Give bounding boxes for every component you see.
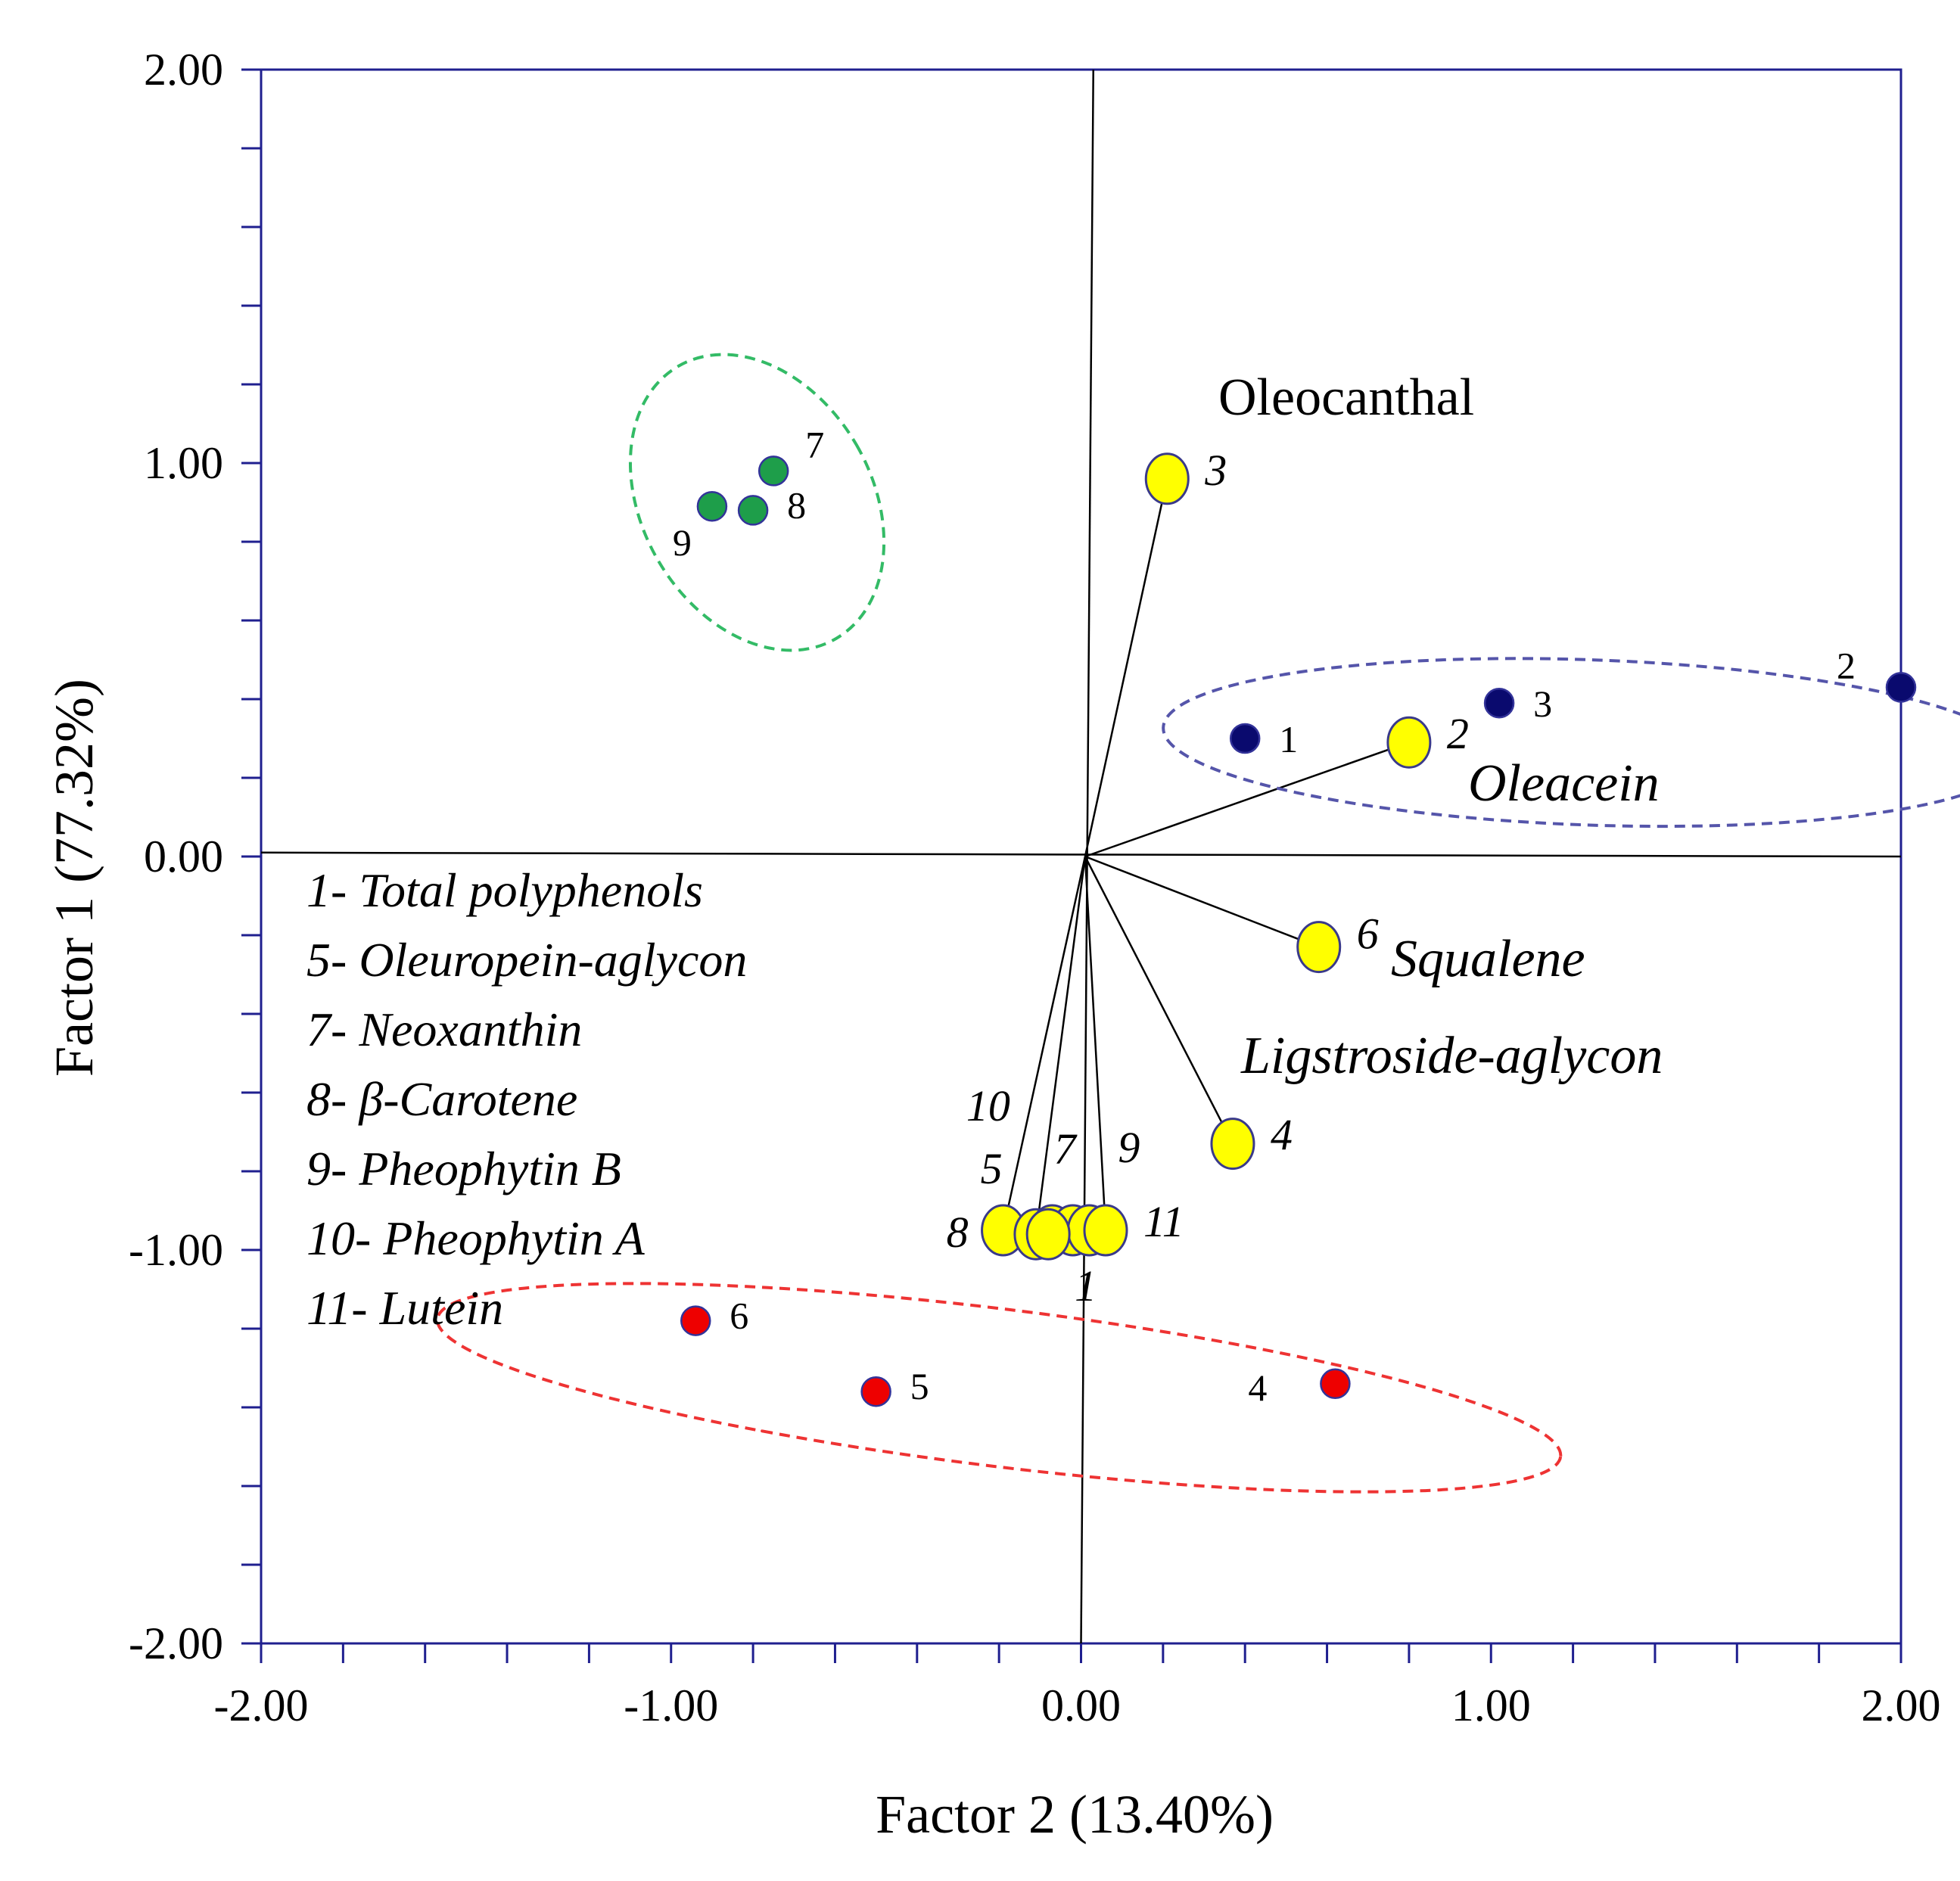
y-axis-title: Factor 1 (77.32%) xyxy=(44,679,104,1077)
variable-point-11 xyxy=(1083,1204,1128,1257)
group-ellipses xyxy=(435,353,1960,1494)
variable-point-label: 11 xyxy=(1143,1197,1184,1246)
legend-item: 9- Pheophytin B xyxy=(306,1142,621,1195)
x-tick-label: -2.00 xyxy=(214,1680,309,1730)
loading-vector xyxy=(1084,478,1168,857)
group-green-point-label: 9 xyxy=(673,521,692,564)
group-red-point-label: 4 xyxy=(1248,1366,1267,1409)
group-red-ellipse xyxy=(435,1282,1563,1494)
group-red-point-label: 5 xyxy=(910,1365,929,1407)
variable-point-3 xyxy=(1144,452,1190,505)
group-green-point-label: 7 xyxy=(805,423,824,465)
group-blue-point-2 xyxy=(1885,672,1917,703)
variable-point-label: 7 xyxy=(1054,1124,1078,1174)
loading-vector xyxy=(1084,855,1320,948)
group-blue-ellipse xyxy=(1162,657,1960,829)
variable-point-label: 3 xyxy=(1204,446,1227,495)
x-tick-label: -1.00 xyxy=(624,1680,718,1730)
legend-item: 10- Pheophytin A xyxy=(306,1211,646,1265)
data-points xyxy=(680,452,1917,1407)
legend-item: 7- Neoxanthin xyxy=(306,1003,582,1056)
legend: 1- Total polyphenols 5- Oleuropein-aglyc… xyxy=(306,863,747,1335)
x-tick-label: 2.00 xyxy=(1862,1680,1941,1730)
group-blue-point-1 xyxy=(1229,723,1261,754)
group-blue-point-label: 2 xyxy=(1837,644,1856,686)
variable-point-label: 2 xyxy=(1447,709,1469,758)
loading-vector xyxy=(1002,856,1087,1231)
variable-point-2 xyxy=(1386,716,1432,769)
group-green-point-8 xyxy=(737,495,769,526)
loading-vectors xyxy=(1002,478,1410,1235)
y-tick-label: 1.00 xyxy=(144,438,223,488)
group-red-point-label: 6 xyxy=(730,1295,748,1337)
group-blue-point-label: 3 xyxy=(1533,682,1552,725)
group-green-point-7 xyxy=(758,455,789,487)
annotation-oleacein: Oleacein xyxy=(1468,754,1660,813)
annotation-squalene: Squalene xyxy=(1391,930,1585,988)
group-red-point-4 xyxy=(1320,1368,1351,1400)
group-green-point-9 xyxy=(696,490,728,522)
loading-vector xyxy=(1084,856,1107,1231)
minor-ticks xyxy=(241,68,1902,1663)
variable-point-label: 8 xyxy=(947,1208,969,1257)
group-red-point-5 xyxy=(860,1376,891,1407)
annotation-ligstroside-aglycon: Ligstroside-aglycon xyxy=(1240,1027,1663,1085)
y-axis-tick-labels: -2.00 -1.00 0.00 1.00 2.00 xyxy=(129,45,223,1668)
variable-point-label: 9 xyxy=(1118,1123,1140,1172)
y-tick-label: -1.00 xyxy=(129,1225,223,1275)
group-red-point-6 xyxy=(680,1305,711,1336)
variable-point-1 xyxy=(1025,1208,1071,1261)
group-blue-point-label: 1 xyxy=(1279,718,1298,760)
legend-item: 5- Oleuropein-aglycon xyxy=(306,933,747,987)
variable-point-label: 10 xyxy=(966,1081,1010,1130)
loading-vector xyxy=(1034,856,1087,1235)
legend-item: 8- β-Carotene xyxy=(306,1072,577,1126)
loading-vector xyxy=(1084,742,1410,858)
variable-point-label: 5 xyxy=(981,1144,1003,1193)
variable-point-6 xyxy=(1296,921,1342,974)
y-tick-label: 0.00 xyxy=(144,832,223,881)
y-tick-label: -2.00 xyxy=(129,1618,223,1668)
variable-point-label: 1 xyxy=(1075,1261,1097,1310)
variable-point-4 xyxy=(1210,1118,1255,1171)
group-blue-point-3 xyxy=(1483,687,1515,719)
variable-point-label: 4 xyxy=(1271,1111,1293,1160)
group-green-ellipse xyxy=(628,353,886,652)
x-axis-tick-labels: -2.00 -1.00 0.00 1.00 2.00 xyxy=(214,1680,1941,1730)
annotation-oleocanthal: Oleocanthal xyxy=(1218,368,1474,427)
group-green-point-label: 8 xyxy=(787,483,806,526)
x-tick-label: 1.00 xyxy=(1451,1680,1531,1730)
x-axis-title: Factor 2 (13.40%) xyxy=(876,1784,1274,1845)
variable-point-label: 6 xyxy=(1357,909,1379,959)
x-tick-label: 0.00 xyxy=(1041,1680,1121,1730)
y-tick-label: 2.00 xyxy=(144,45,223,95)
loading-vector xyxy=(1084,856,1234,1145)
legend-item: 1- Total polyphenols xyxy=(306,863,703,917)
legend-item: 11- Lutein xyxy=(306,1281,503,1335)
horizontal-axis-line xyxy=(260,851,1902,858)
